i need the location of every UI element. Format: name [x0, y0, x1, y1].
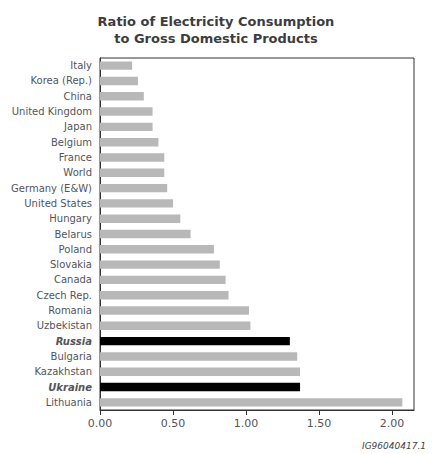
svg-text:1.50: 1.50: [307, 417, 332, 430]
svg-text:Slovakia: Slovakia: [50, 259, 92, 270]
svg-text:Japan: Japan: [63, 121, 92, 132]
svg-text:Ukraine: Ukraine: [48, 382, 92, 393]
svg-text:Uzbekistan: Uzbekistan: [37, 320, 92, 331]
svg-text:1.00: 1.00: [234, 417, 259, 430]
svg-text:Ratio of Electricity Consumpti: Ratio of Electricity Consumption: [98, 14, 335, 29]
svg-text:Czech Rep.: Czech Rep.: [36, 290, 92, 301]
svg-text:United Kingdom: United Kingdom: [12, 106, 92, 117]
svg-text:0.50: 0.50: [161, 417, 186, 430]
svg-text:2.00: 2.00: [380, 417, 405, 430]
svg-text:Romania: Romania: [48, 305, 92, 316]
svg-text:Bulgaria: Bulgaria: [51, 351, 92, 362]
svg-text:United States: United States: [24, 198, 92, 209]
svg-text:Hungary: Hungary: [49, 213, 92, 224]
svg-text:Canada: Canada: [54, 274, 92, 285]
svg-text:Belgium: Belgium: [51, 137, 92, 148]
svg-text:China: China: [63, 91, 92, 102]
svg-text:Kazakhstan: Kazakhstan: [34, 366, 92, 377]
svg-text:Italy: Italy: [70, 60, 92, 71]
svg-text:to Gross Domestic Products: to Gross Domestic Products: [114, 31, 318, 46]
svg-text:Russia: Russia: [56, 336, 93, 347]
svg-text:France: France: [59, 152, 92, 163]
svg-text:Poland: Poland: [59, 244, 92, 255]
svg-text:Germany (E&W): Germany (E&W): [11, 183, 92, 194]
svg-text:0.00: 0.00: [88, 417, 113, 430]
svg-text:IG96040417.1: IG96040417.1: [362, 441, 426, 451]
svg-text:Belarus: Belarus: [54, 229, 92, 240]
svg-text:World: World: [63, 167, 92, 178]
svg-text:Korea (Rep.): Korea (Rep.): [30, 75, 92, 86]
svg-text:Lithuania: Lithuania: [46, 397, 92, 408]
